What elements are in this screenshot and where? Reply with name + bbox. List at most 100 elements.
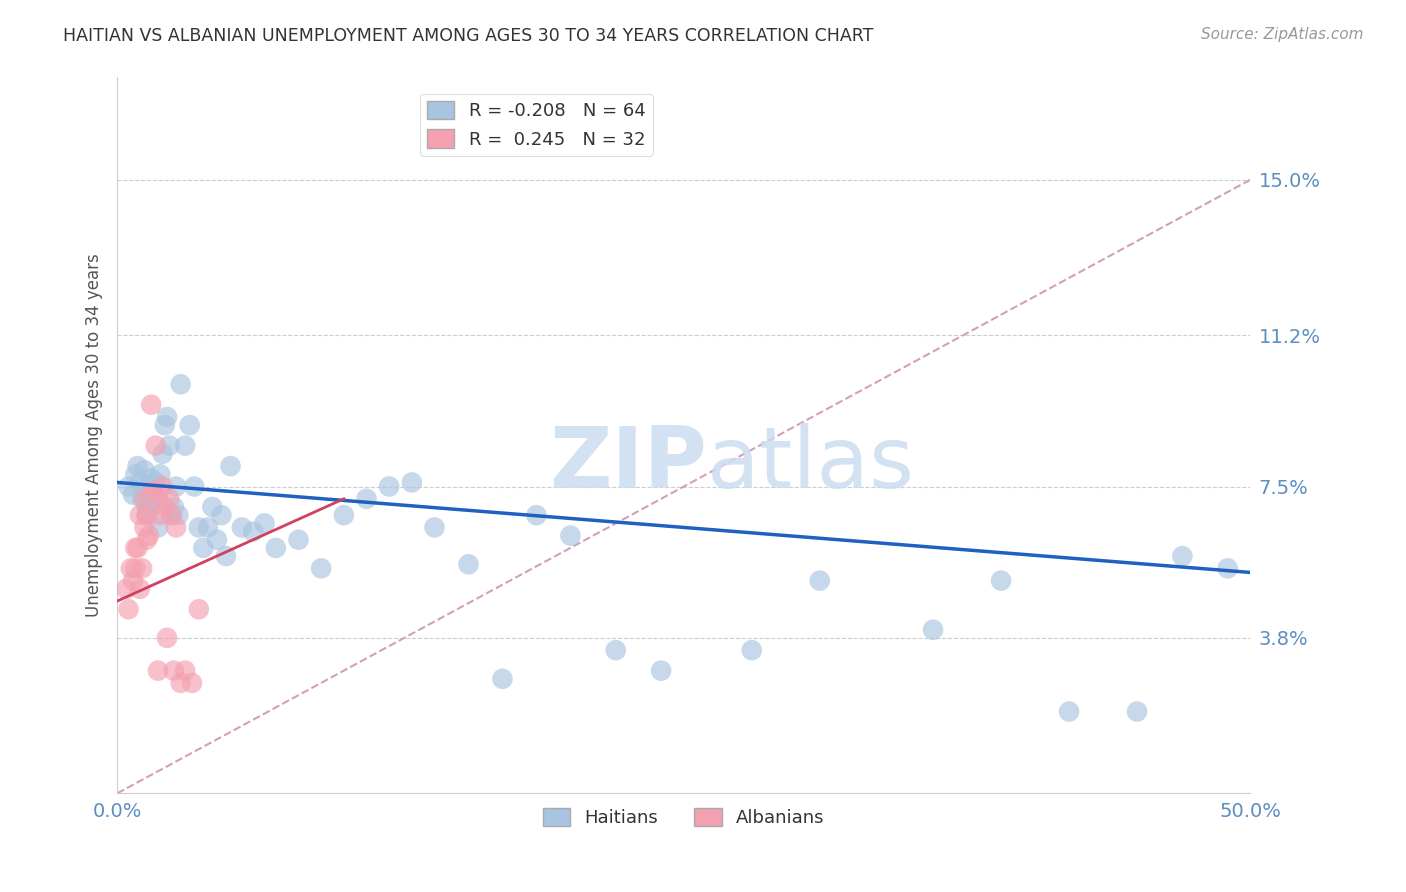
Point bbox=[135, 533, 157, 547]
Point bbox=[135, 500, 157, 514]
Point bbox=[149, 467, 172, 482]
Point bbox=[146, 520, 169, 534]
Point bbox=[179, 418, 201, 433]
Point bbox=[423, 520, 446, 534]
Point bbox=[165, 520, 187, 534]
Point bbox=[124, 561, 146, 575]
Text: atlas: atlas bbox=[706, 423, 914, 506]
Point bbox=[242, 524, 264, 539]
Point bbox=[117, 479, 139, 493]
Point bbox=[153, 500, 176, 514]
Point bbox=[560, 528, 582, 542]
Point bbox=[526, 508, 548, 523]
Point bbox=[163, 500, 186, 514]
Point bbox=[142, 500, 165, 514]
Point bbox=[128, 475, 150, 490]
Point bbox=[264, 541, 287, 555]
Point bbox=[145, 475, 167, 490]
Point bbox=[231, 520, 253, 534]
Point bbox=[167, 508, 190, 523]
Point bbox=[253, 516, 276, 531]
Point bbox=[141, 483, 163, 498]
Point bbox=[128, 582, 150, 596]
Y-axis label: Unemployment Among Ages 30 to 34 years: Unemployment Among Ages 30 to 34 years bbox=[86, 253, 103, 617]
Point bbox=[146, 491, 169, 506]
Point bbox=[157, 439, 180, 453]
Point bbox=[134, 463, 156, 477]
Point bbox=[209, 508, 232, 523]
Point bbox=[169, 676, 191, 690]
Point bbox=[122, 574, 145, 588]
Point bbox=[156, 631, 179, 645]
Point bbox=[115, 582, 138, 596]
Point bbox=[1216, 561, 1239, 575]
Point bbox=[131, 491, 153, 506]
Point bbox=[201, 500, 224, 514]
Point bbox=[142, 483, 165, 498]
Point bbox=[160, 508, 183, 523]
Point bbox=[145, 439, 167, 453]
Point bbox=[160, 508, 183, 523]
Point bbox=[990, 574, 1012, 588]
Text: Source: ZipAtlas.com: Source: ZipAtlas.com bbox=[1201, 27, 1364, 42]
Point bbox=[134, 520, 156, 534]
Point bbox=[127, 541, 149, 555]
Point bbox=[1057, 705, 1080, 719]
Point bbox=[333, 508, 356, 523]
Point bbox=[157, 491, 180, 506]
Point bbox=[122, 488, 145, 502]
Point bbox=[165, 479, 187, 493]
Point bbox=[124, 467, 146, 482]
Point bbox=[174, 439, 197, 453]
Point bbox=[134, 483, 156, 498]
Point bbox=[146, 488, 169, 502]
Point bbox=[197, 520, 219, 534]
Point bbox=[163, 664, 186, 678]
Point bbox=[650, 664, 672, 678]
Point bbox=[156, 409, 179, 424]
Point bbox=[183, 479, 205, 493]
Point bbox=[193, 541, 215, 555]
Point bbox=[152, 479, 174, 493]
Point bbox=[219, 459, 242, 474]
Point bbox=[141, 471, 163, 485]
Point bbox=[741, 643, 763, 657]
Point bbox=[922, 623, 945, 637]
Point bbox=[142, 488, 165, 502]
Point bbox=[138, 491, 160, 506]
Point bbox=[152, 447, 174, 461]
Point bbox=[491, 672, 513, 686]
Point bbox=[131, 561, 153, 575]
Point bbox=[128, 508, 150, 523]
Point bbox=[149, 508, 172, 523]
Point bbox=[146, 664, 169, 678]
Point bbox=[135, 508, 157, 523]
Text: ZIP: ZIP bbox=[548, 423, 706, 506]
Point bbox=[181, 676, 204, 690]
Point bbox=[124, 541, 146, 555]
Legend: Haitians, Albanians: Haitians, Albanians bbox=[536, 801, 832, 834]
Point bbox=[127, 459, 149, 474]
Point bbox=[808, 574, 831, 588]
Point bbox=[138, 528, 160, 542]
Point bbox=[457, 558, 479, 572]
Point bbox=[287, 533, 309, 547]
Point bbox=[205, 533, 228, 547]
Point bbox=[120, 561, 142, 575]
Point bbox=[174, 664, 197, 678]
Point bbox=[356, 491, 378, 506]
Point bbox=[605, 643, 627, 657]
Point bbox=[187, 602, 209, 616]
Point bbox=[1171, 549, 1194, 563]
Point bbox=[401, 475, 423, 490]
Point bbox=[309, 561, 332, 575]
Point bbox=[135, 508, 157, 523]
Point bbox=[1126, 705, 1149, 719]
Point bbox=[187, 520, 209, 534]
Point bbox=[215, 549, 238, 563]
Point bbox=[117, 602, 139, 616]
Text: HAITIAN VS ALBANIAN UNEMPLOYMENT AMONG AGES 30 TO 34 YEARS CORRELATION CHART: HAITIAN VS ALBANIAN UNEMPLOYMENT AMONG A… bbox=[63, 27, 873, 45]
Point bbox=[153, 418, 176, 433]
Point bbox=[169, 377, 191, 392]
Point bbox=[141, 398, 163, 412]
